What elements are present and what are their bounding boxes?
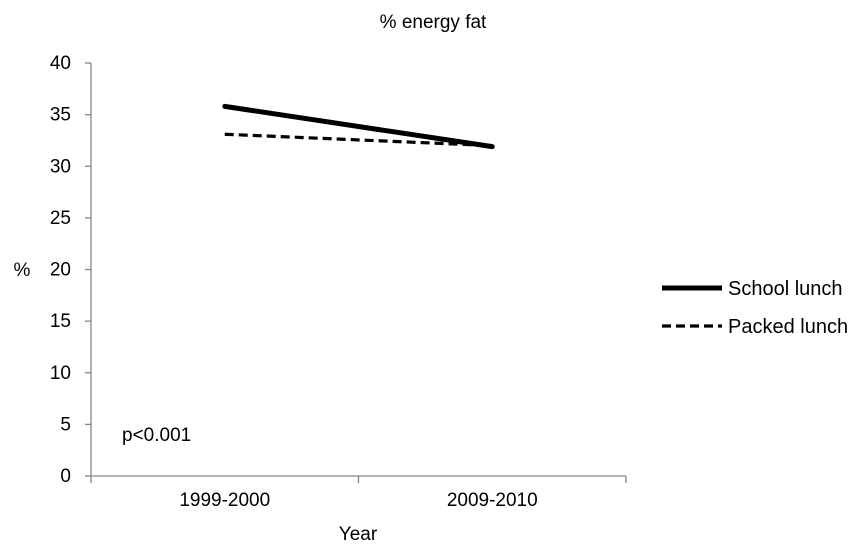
legend: School lunch Packed lunch [662, 278, 848, 338]
y-tick-label: 25 [50, 208, 71, 229]
y-tick-label: 20 [50, 260, 71, 281]
y-axis: 0 5 10 15 20 25 30 35 40 [50, 53, 92, 487]
y-tick-label: 5 [60, 414, 71, 435]
y-tick-label: 10 [50, 363, 71, 384]
legend-label: School lunch [728, 278, 843, 300]
legend-label: Packed lunch [728, 316, 848, 338]
y-axis-title: % [14, 260, 31, 281]
series-layer [222, 103, 495, 150]
y-tick-label: 35 [50, 105, 71, 126]
series-line-packed-lunch [224, 132, 493, 148]
x-tick-label: 1999-2000 [179, 490, 270, 511]
series-line-school-lunch [222, 103, 495, 150]
x-tick-label: 2009-2010 [447, 490, 538, 511]
chart-title: % energy fat [380, 12, 487, 33]
x-axis: 1999-2000 2009-2010 [90, 475, 627, 511]
y-tick-label: 0 [60, 466, 71, 487]
y-tick-label: 15 [50, 311, 71, 332]
x-axis-title: Year [339, 524, 378, 545]
y-tick-label: 40 [50, 53, 71, 74]
p-value-annotation: p<0.001 [122, 425, 191, 446]
y-tick-label: 30 [50, 156, 71, 177]
